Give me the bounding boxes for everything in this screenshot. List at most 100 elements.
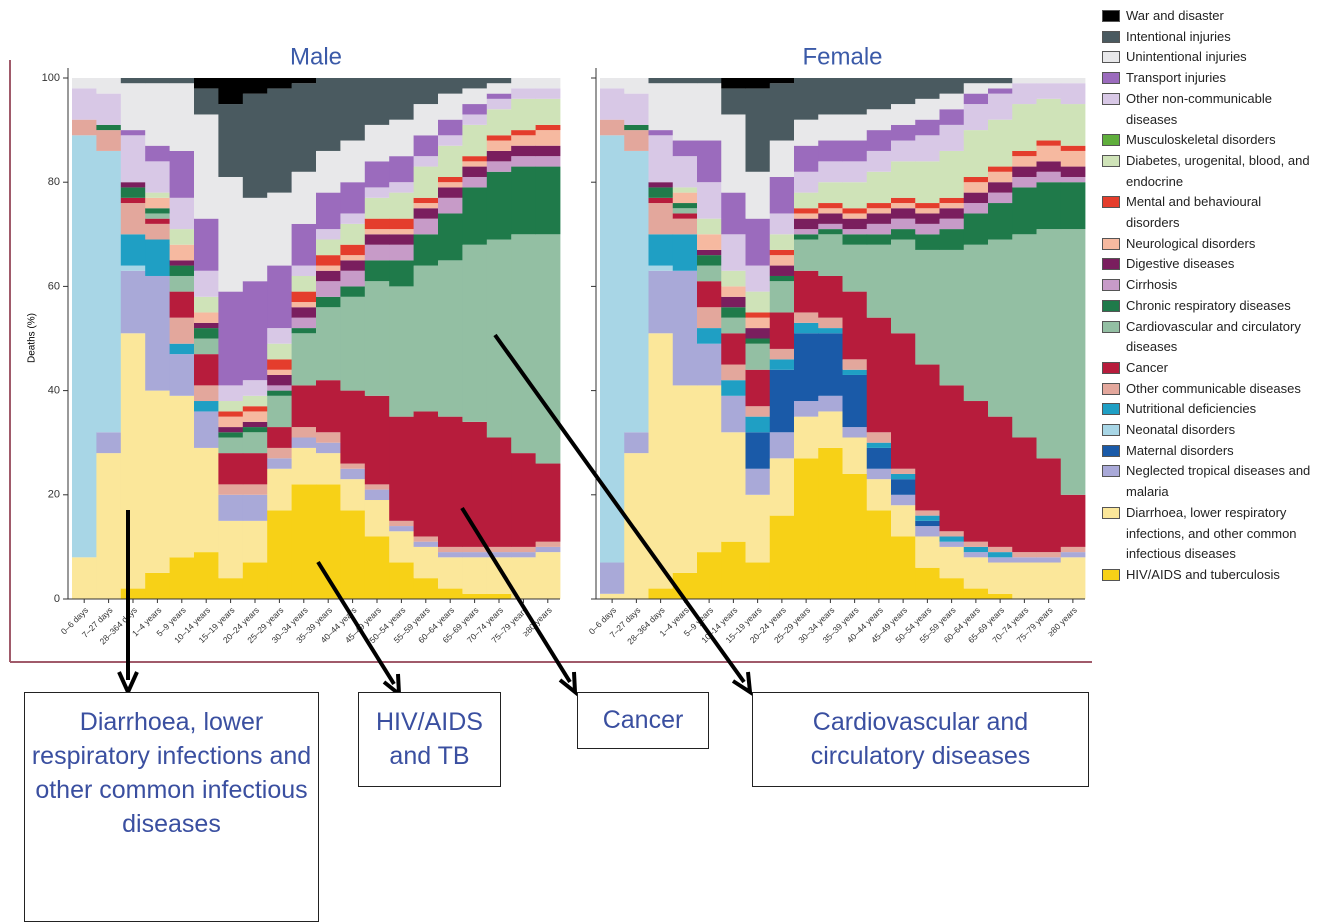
legend-swatch <box>1102 154 1120 167</box>
bar-segment <box>145 239 170 276</box>
bar-segment <box>866 479 892 511</box>
bar-segment <box>242 406 268 412</box>
bar-segment <box>891 104 916 125</box>
bar-segment <box>1036 83 1062 99</box>
bar-segment <box>194 78 219 89</box>
bar-segment <box>624 93 649 125</box>
bar-segment <box>120 265 146 271</box>
bar-segment <box>242 395 268 407</box>
legend-label: Digestive diseases <box>1126 256 1235 272</box>
bar-segment <box>939 541 965 547</box>
bar-segment <box>291 333 317 386</box>
bar-segment <box>721 296 746 308</box>
bar-segment <box>915 515 940 521</box>
bar-segment <box>169 343 195 355</box>
bar-segment <box>291 291 317 303</box>
bar-segment <box>438 78 463 94</box>
bar-segment <box>413 578 439 599</box>
bar-segment <box>462 166 488 177</box>
bar-segment <box>511 135 536 146</box>
bar-segment <box>316 255 341 266</box>
bar-segment <box>915 135 940 162</box>
bar-segment <box>866 244 892 318</box>
bar-segment <box>169 244 195 261</box>
legend-item: Neglected tropical diseases and malaria <box>1102 461 1312 502</box>
legend-label: Chronic respiratory diseases <box>1126 297 1291 313</box>
bar-segment <box>316 296 341 308</box>
bar-segment <box>364 161 390 188</box>
bar-segment <box>1036 161 1062 172</box>
bar-segment <box>697 343 722 386</box>
bar-segment <box>364 395 390 485</box>
bar-segment <box>72 119 97 136</box>
bar-segment <box>697 182 722 219</box>
bar-segment <box>721 395 746 433</box>
legend-swatch <box>1102 361 1120 374</box>
legend-item: Maternal disorders <box>1102 441 1312 462</box>
legend-label: Other communicable diseases <box>1126 380 1301 396</box>
bar-segment <box>794 333 819 402</box>
bar-segment <box>891 333 916 469</box>
bar-segment <box>648 197 674 204</box>
bar-segment <box>866 234 892 245</box>
bar-segment <box>1060 229 1086 495</box>
bar-segment <box>891 505 916 537</box>
bar-segment <box>169 265 195 276</box>
bar-segment <box>648 83 674 131</box>
legend-item: Unintentional injuries <box>1102 47 1312 68</box>
bar-segment <box>866 150 892 172</box>
bar-segment <box>291 317 317 329</box>
bar-segment <box>169 395 195 558</box>
bar-segment <box>624 150 649 433</box>
bar-segment <box>1012 150 1037 157</box>
legend-item: Cirrhosis <box>1102 275 1312 296</box>
bar-segment <box>769 78 795 84</box>
bar-segment <box>1060 552 1086 558</box>
bar-segment <box>242 484 268 495</box>
bar-segment <box>120 182 146 188</box>
bar-segment <box>818 203 843 209</box>
bar-segment <box>486 83 512 94</box>
bar-segment <box>316 453 341 485</box>
bar-segment <box>818 223 843 230</box>
bar-segment <box>340 390 366 464</box>
bar-segment <box>866 432 892 443</box>
bar-segment <box>316 307 341 381</box>
bar-segment <box>218 432 244 438</box>
bar-segment <box>745 338 771 344</box>
bar-segment <box>316 281 341 297</box>
bar-segment <box>340 255 366 261</box>
bar-segment <box>963 104 989 131</box>
bar-segment <box>1036 78 1062 84</box>
bar-segment <box>1036 458 1062 553</box>
bar-segment <box>745 218 771 266</box>
legend-item: Cancer <box>1102 358 1312 379</box>
y-tick-label: 20 <box>48 489 60 501</box>
bar-segment <box>389 286 414 417</box>
bar-segment <box>963 78 989 84</box>
bar-segment <box>145 208 170 214</box>
bar-segment <box>291 437 317 448</box>
bar-segment <box>648 234 674 266</box>
bar-segment <box>242 411 268 422</box>
bar-segment <box>915 526 940 537</box>
bar-segment <box>624 78 649 94</box>
bar-segment <box>988 78 1013 84</box>
bar-segment <box>535 541 561 547</box>
bar-segment <box>267 78 292 89</box>
bar-segment <box>721 541 746 599</box>
bar-segment <box>462 552 488 558</box>
bar-segment <box>818 229 843 235</box>
legend-item: HIV/AIDS and tuberculosis <box>1102 565 1312 586</box>
legend-swatch <box>1102 299 1120 312</box>
bar-segment <box>145 192 170 198</box>
bar-segment <box>866 468 892 480</box>
bar-segment <box>413 234 439 266</box>
bar-segment <box>511 552 536 558</box>
bar-segment <box>648 135 674 183</box>
legend-swatch <box>1102 424 1120 437</box>
bar-segment <box>462 546 488 553</box>
bar-segment <box>939 124 965 151</box>
bar-segment <box>316 150 341 193</box>
bar-segment <box>535 463 561 542</box>
